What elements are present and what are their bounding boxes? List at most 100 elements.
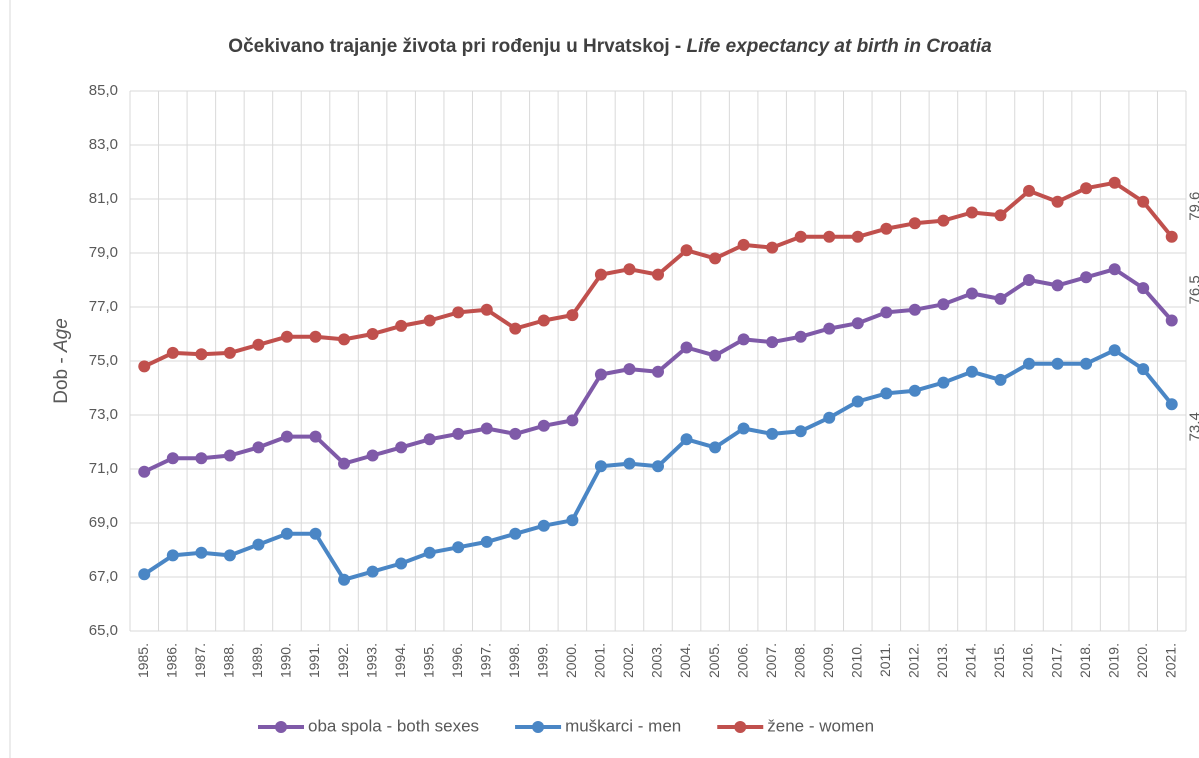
data-point: [223, 549, 236, 562]
x-tick-label: 1985.: [135, 643, 151, 678]
y-tick-label: 85,0: [89, 82, 118, 99]
x-tick-label: 1990.: [278, 643, 294, 678]
y-tick-label: 69,0: [89, 514, 118, 531]
x-tick-label: 1994.: [392, 643, 408, 678]
x-tick-label: 2021.: [1162, 643, 1178, 678]
data-point: [338, 457, 351, 470]
x-tick-label: 2010.: [848, 643, 864, 678]
x-tick-label: 2015.: [991, 643, 1007, 678]
data-point: [623, 263, 636, 276]
data-point: [1051, 195, 1064, 208]
x-tick-label: 2009.: [820, 643, 836, 678]
legend: oba spola - both sexes muškarci - men žene…: [258, 716, 874, 735]
x-tick-label: 1998.: [506, 643, 522, 678]
data-point: [766, 427, 779, 440]
data-point: [851, 317, 864, 330]
data-point: [395, 441, 408, 454]
data-point: [937, 376, 950, 389]
data-point: [1165, 230, 1178, 243]
data-point: [280, 330, 293, 343]
data-point: [537, 314, 550, 327]
data-point: [566, 414, 579, 427]
data-point: [794, 425, 807, 438]
y-tick-label: 79,0: [89, 244, 118, 261]
x-tick-label: 2002.: [620, 643, 636, 678]
legend-label: žene - women: [767, 716, 874, 735]
data-point: [252, 538, 265, 551]
data-point: [1080, 357, 1093, 370]
x-tick-label: 2018.: [1077, 643, 1093, 678]
data-point: [908, 217, 921, 230]
x-tick-label: 1991.: [306, 643, 322, 678]
data-point: [1137, 363, 1150, 376]
data-point: [480, 422, 493, 435]
data-point: [452, 541, 465, 554]
data-point: [1108, 344, 1121, 357]
data-point: [908, 384, 921, 397]
data-point: [937, 214, 950, 227]
data-point: [166, 452, 179, 465]
data-point: [737, 238, 750, 251]
data-point: [823, 411, 836, 424]
data-label: 76,5: [1187, 275, 1199, 304]
x-tick-label: 1999.: [535, 643, 551, 678]
data-point: [509, 527, 522, 540]
data-point: [338, 333, 351, 346]
y-tick-label: 81,0: [89, 190, 118, 207]
data-label: 79,6: [1187, 192, 1199, 221]
data-point: [1165, 314, 1178, 327]
legend-marker: [532, 721, 545, 733]
x-tick-label: 2007.: [763, 643, 779, 678]
data-point: [965, 365, 978, 378]
data-point: [652, 268, 664, 281]
x-tick-label: 2020.: [1134, 643, 1150, 678]
data-point: [1051, 357, 1064, 370]
data-point: [880, 387, 893, 400]
data-point: [994, 209, 1007, 222]
x-tick-label: 1986.: [164, 643, 180, 678]
data-point: [794, 330, 807, 343]
data-point: [366, 565, 379, 578]
data-point: [594, 460, 607, 473]
data-point: [366, 328, 379, 340]
data-point: [766, 241, 779, 254]
x-tick-label: 1989.: [249, 643, 265, 678]
data-point: [138, 465, 151, 478]
x-tick-label: 2008.: [791, 643, 807, 678]
data-label: 73,4: [1187, 412, 1199, 441]
data-point: [166, 549, 179, 562]
y-tick-label: 75,0: [89, 352, 118, 369]
data-point: [794, 230, 807, 243]
data-point: [280, 430, 293, 443]
data-point: [138, 568, 151, 581]
data-point: [480, 303, 493, 316]
data-point: [994, 373, 1007, 386]
data-point: [395, 557, 408, 570]
data-point: [880, 306, 893, 319]
data-point: [709, 349, 722, 362]
data-point: [509, 322, 522, 335]
data-point: [280, 527, 293, 540]
data-point: [965, 287, 978, 300]
x-tick-label: 1997.: [477, 643, 493, 678]
data-point: [652, 460, 664, 473]
data-point: [566, 309, 579, 322]
data-point: [1108, 263, 1121, 276]
data-point: [652, 365, 664, 378]
x-tick-label: 2004.: [677, 643, 693, 678]
legend-marker: [275, 721, 287, 733]
data-point: [851, 395, 864, 408]
y-tick-label: 73,0: [89, 406, 118, 423]
y-label-italic: Age: [51, 318, 72, 353]
data-point: [195, 452, 208, 465]
x-tick-label: 2016.: [1020, 643, 1036, 678]
data-point: [195, 546, 208, 559]
data-point: [1023, 184, 1036, 197]
data-point: [1137, 282, 1150, 295]
data-point: [937, 298, 950, 311]
data-point: [480, 535, 493, 548]
data-point: [252, 338, 265, 351]
data-point: [709, 441, 722, 454]
y-label: Dob -: [51, 352, 72, 404]
